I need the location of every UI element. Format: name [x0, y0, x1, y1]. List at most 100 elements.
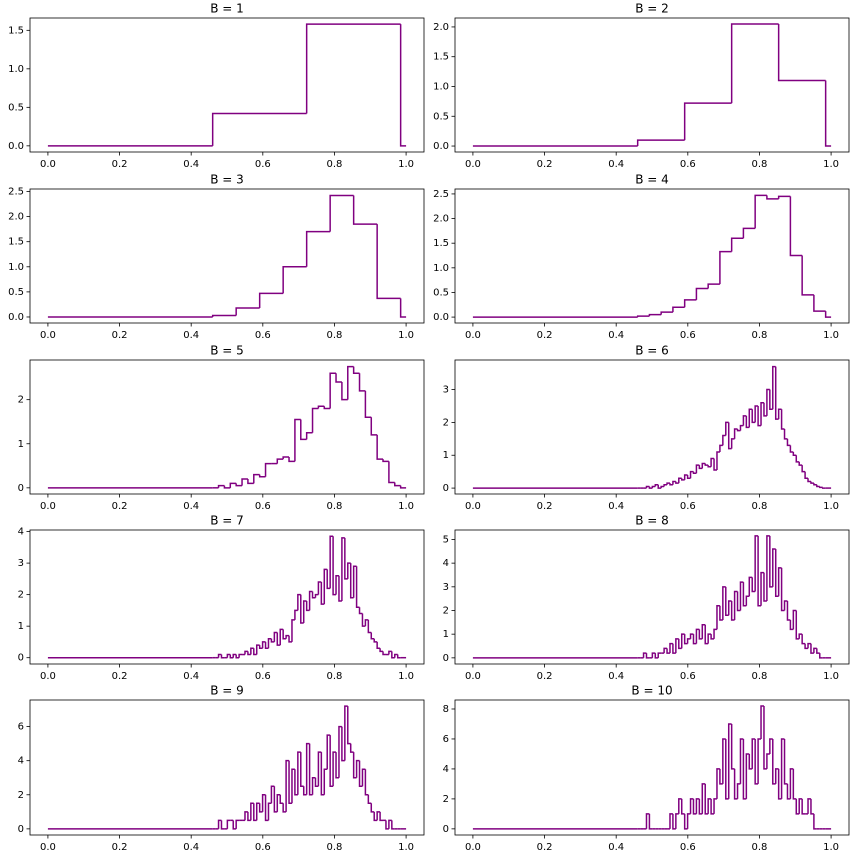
- histogram-step: [394, 482, 401, 487]
- histogram-step: [361, 613, 366, 627]
- histogram-step: [267, 802, 272, 821]
- y-tick-label: 0.5: [8, 287, 24, 298]
- histogram-step: [710, 798, 715, 815]
- x-tick-label: 1.0: [823, 842, 839, 853]
- x-tick-label: 0.4: [183, 501, 199, 512]
- y-tick-label: 1: [18, 621, 24, 632]
- y-tick-label: 4: [18, 527, 24, 538]
- histogram-step: [789, 196, 803, 257]
- histogram-step: [645, 653, 650, 659]
- x-tick-label: 1.0: [398, 159, 414, 170]
- histogram-step: [766, 753, 770, 769]
- histogram-step: [654, 653, 659, 659]
- histogram-step: [739, 581, 744, 611]
- y-tick-label: 1: [443, 450, 449, 461]
- histogram-step: [736, 428, 741, 432]
- histogram-step: [669, 813, 673, 829]
- histogram-step: [816, 648, 820, 654]
- y-tick-label: 4: [443, 764, 449, 775]
- histogram-step: [391, 651, 395, 659]
- histogram-step: [786, 783, 791, 800]
- histogram-step: [344, 537, 348, 580]
- histogram-step: [382, 651, 386, 656]
- histogram-step: [294, 769, 298, 796]
- histogram-step: [370, 803, 375, 813]
- histogram-step: [244, 650, 248, 655]
- y-tick-label: 0: [443, 653, 449, 664]
- histogram-step: [355, 759, 360, 778]
- histogram-step: [701, 623, 706, 639]
- histogram-step: [317, 405, 325, 409]
- histogram-step: [258, 292, 284, 308]
- subplot: B = 2 0.0 0.2 0.4 0.6 0.8 1.0 0.0 0.5 1.0 1.5 2.0: [433, 2, 850, 170]
- histogram-step: [792, 768, 797, 800]
- histogram-step: [341, 382, 348, 401]
- histogram-step: [713, 628, 717, 639]
- histogram-step: [760, 571, 764, 606]
- histogram-step: [282, 803, 287, 813]
- x-tick-label: 0.4: [183, 842, 199, 853]
- histogram-step: [264, 794, 269, 822]
- histogram-step: [777, 23, 826, 82]
- subplot: B = 7 0.0 0.2 0.4 0.6 0.8 1.0 0 1 2 3 4: [18, 514, 425, 682]
- histogram-step: [250, 802, 254, 821]
- histogram-step: [680, 798, 685, 815]
- histogram-step: [305, 600, 310, 612]
- histogram-step: [220, 654, 225, 659]
- histogram-step: [780, 409, 785, 430]
- axes-frame: [29, 188, 425, 324]
- histogram-step: [680, 633, 685, 649]
- histogram-step: [379, 648, 384, 653]
- histogram-step: [675, 481, 679, 484]
- histogram-step: [264, 641, 269, 649]
- histogram-step: [824, 311, 832, 318]
- histogram-step: [270, 785, 275, 804]
- x-tick-label: 0.8: [752, 671, 768, 682]
- histogram-step: [663, 484, 668, 487]
- x-tick-label: 0.6: [680, 330, 696, 341]
- histogram-step: [373, 638, 378, 643]
- histogram-step: [748, 408, 753, 428]
- histogram-step: [247, 811, 251, 822]
- histogram-step: [238, 653, 243, 658]
- x-tick-label: 1.0: [398, 330, 414, 341]
- histogram-step: [361, 768, 366, 787]
- histogram-step: [223, 485, 231, 489]
- y-tick-label: 2: [18, 395, 24, 406]
- axes-frame: [454, 699, 850, 836]
- histogram-step: [689, 798, 694, 814]
- histogram-step: [754, 535, 759, 592]
- histogram-step: [719, 250, 732, 285]
- histogram-step: [308, 590, 313, 611]
- x-tick-label: 0.2: [537, 159, 553, 170]
- histogram-step: [692, 634, 697, 645]
- histogram-step: [742, 227, 756, 239]
- histogram-step: [772, 365, 776, 410]
- histogram-step: [352, 565, 357, 598]
- histogram-step: [326, 734, 331, 770]
- x-tick-label: 0.2: [537, 330, 553, 341]
- histogram-step: [276, 794, 281, 812]
- histogram-step: [730, 601, 735, 621]
- histogram-step: [288, 635, 292, 643]
- histogram-step: [391, 820, 395, 830]
- x-tick-label: 0.4: [608, 159, 624, 170]
- histogram-step: [789, 619, 794, 631]
- histogram-step: [232, 653, 237, 658]
- axes-frame: [454, 529, 850, 665]
- histogram-step: [651, 652, 656, 658]
- histogram-step: [689, 470, 694, 479]
- histogram-step: [672, 643, 676, 654]
- histogram-step: [305, 431, 313, 440]
- histogram-step: [769, 738, 773, 754]
- x-tick-label: 0.8: [752, 501, 768, 512]
- x-tick-label: 1.0: [398, 671, 414, 682]
- histogram-step: [669, 642, 673, 654]
- subplot: B = 8 0.0 0.2 0.4 0.6 0.8 1.0 0 1 2 3 4 5: [443, 514, 850, 682]
- histogram-step: [657, 652, 662, 658]
- histogram-step: [795, 455, 800, 463]
- histogram-step: [730, 723, 735, 770]
- histogram-step: [666, 648, 670, 654]
- histogram-step: [651, 485, 656, 489]
